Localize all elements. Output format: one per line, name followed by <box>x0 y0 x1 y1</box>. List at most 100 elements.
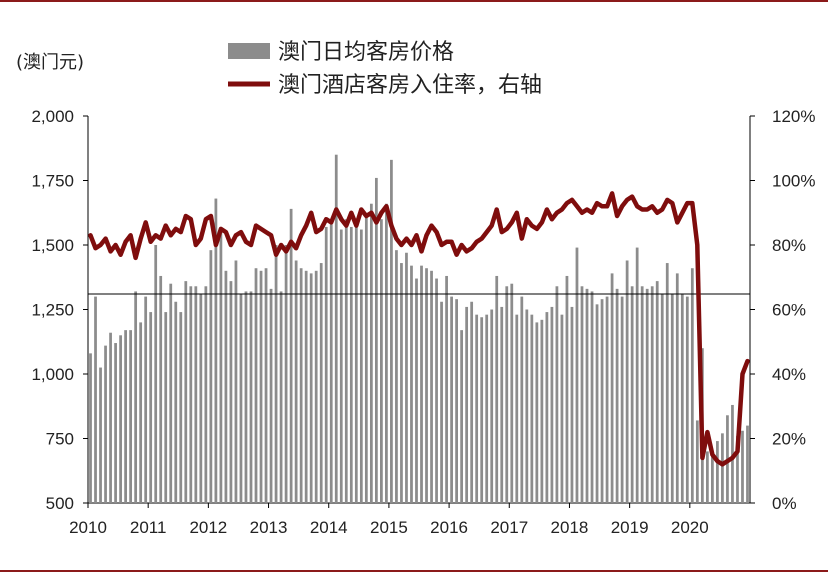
price-bar <box>385 203 388 503</box>
price-bar <box>274 245 278 503</box>
price-bar <box>164 312 168 503</box>
price-bar <box>204 286 208 503</box>
price-bar <box>650 286 654 503</box>
x-tick-label: 2012 <box>189 518 227 537</box>
left-tick-label: 2,000 <box>31 107 74 126</box>
price-bar <box>219 229 223 503</box>
price-bar <box>620 296 624 503</box>
price-bar <box>149 312 153 503</box>
price-bar <box>309 273 313 503</box>
price-bar <box>560 314 564 503</box>
price-bar <box>615 288 619 503</box>
price-bar <box>405 252 408 503</box>
price-bar <box>229 281 233 503</box>
price-bar <box>114 343 117 503</box>
price-bar <box>324 226 328 503</box>
price-bar <box>259 270 263 503</box>
price-bar <box>425 268 428 503</box>
price-bar <box>299 268 303 503</box>
legend-bar-label: 澳门日均客房价格 <box>278 40 454 65</box>
price-bar <box>716 441 719 503</box>
price-bar <box>329 221 333 503</box>
price-bar <box>304 270 308 503</box>
price-bar <box>294 260 298 503</box>
left-tick-label: 500 <box>46 494 74 513</box>
x-tick-label: 2016 <box>430 518 468 537</box>
price-bar <box>711 453 714 503</box>
price-bar <box>144 296 148 503</box>
price-bar <box>610 273 614 503</box>
price-bar <box>480 317 484 503</box>
price-bar <box>460 330 464 503</box>
price-bar <box>89 353 92 503</box>
price-bar <box>580 286 584 503</box>
price-bar <box>635 247 639 503</box>
price-bar <box>104 345 107 503</box>
price-bar <box>495 275 499 503</box>
price-bar <box>380 219 383 503</box>
x-tick-label: 2020 <box>671 518 709 537</box>
x-tick-label: 2014 <box>310 518 348 537</box>
price-bar <box>500 306 504 503</box>
right-tick-label: 80% <box>772 236 806 255</box>
price-bar <box>179 312 183 503</box>
price-bar <box>721 433 724 503</box>
x-tick-label: 2010 <box>69 518 107 537</box>
price-bar <box>535 322 539 503</box>
price-bar <box>445 275 448 503</box>
price-bar <box>254 268 258 503</box>
price-bar <box>354 224 358 504</box>
left-tick-label: 1,750 <box>31 172 74 191</box>
left-tick-label: 1,250 <box>31 301 74 320</box>
price-bar <box>184 281 188 503</box>
price-bar <box>234 260 238 503</box>
price-bar <box>214 198 218 503</box>
price-bar <box>590 291 594 503</box>
price-bar <box>520 296 524 503</box>
price-bar <box>585 288 589 503</box>
price-bar <box>746 425 749 503</box>
price-bar <box>139 322 143 503</box>
price-bar <box>264 268 268 503</box>
price-bar <box>420 265 423 503</box>
price-bar <box>565 275 569 503</box>
price-bar <box>655 281 659 503</box>
price-bar <box>119 335 122 503</box>
price-bar <box>630 286 634 503</box>
price-bar <box>705 451 709 503</box>
price-bar <box>174 301 178 503</box>
price-bar <box>134 291 138 503</box>
price-bar <box>124 330 127 503</box>
price-bar <box>239 294 243 503</box>
price-bar <box>545 312 549 503</box>
price-bar <box>555 286 559 503</box>
price-bar <box>685 296 689 503</box>
legend-bar-swatch <box>228 43 270 59</box>
price-bar <box>515 314 519 503</box>
legend-line-label: 澳门酒店客房入住率，右轴 <box>278 73 542 98</box>
price-bar <box>109 332 112 503</box>
left-axis-ticks: 500 750 1,000 1,250 1,500 1,750 2,000 <box>31 107 88 513</box>
price-bar <box>505 286 509 503</box>
price-bar <box>595 304 599 503</box>
price-bar <box>435 278 438 503</box>
left-tick-label: 1,000 <box>31 365 74 384</box>
price-bar <box>374 177 378 504</box>
price-bar <box>209 250 213 503</box>
price-bar <box>224 270 228 503</box>
left-tick-label: 1,500 <box>31 236 74 255</box>
price-bar <box>470 301 474 503</box>
price-bar <box>159 275 163 503</box>
x-tick-label: 2015 <box>370 518 408 537</box>
right-tick-label: 0% <box>772 494 797 513</box>
right-tick-label: 20% <box>772 430 806 449</box>
price-bar <box>525 309 529 503</box>
price-bar <box>440 301 443 503</box>
price-bar <box>490 309 494 503</box>
left-tick-label: 750 <box>46 430 74 449</box>
price-bar <box>415 278 418 503</box>
price-bar <box>695 420 699 503</box>
price-bar <box>249 291 253 503</box>
price-bar <box>129 330 133 503</box>
